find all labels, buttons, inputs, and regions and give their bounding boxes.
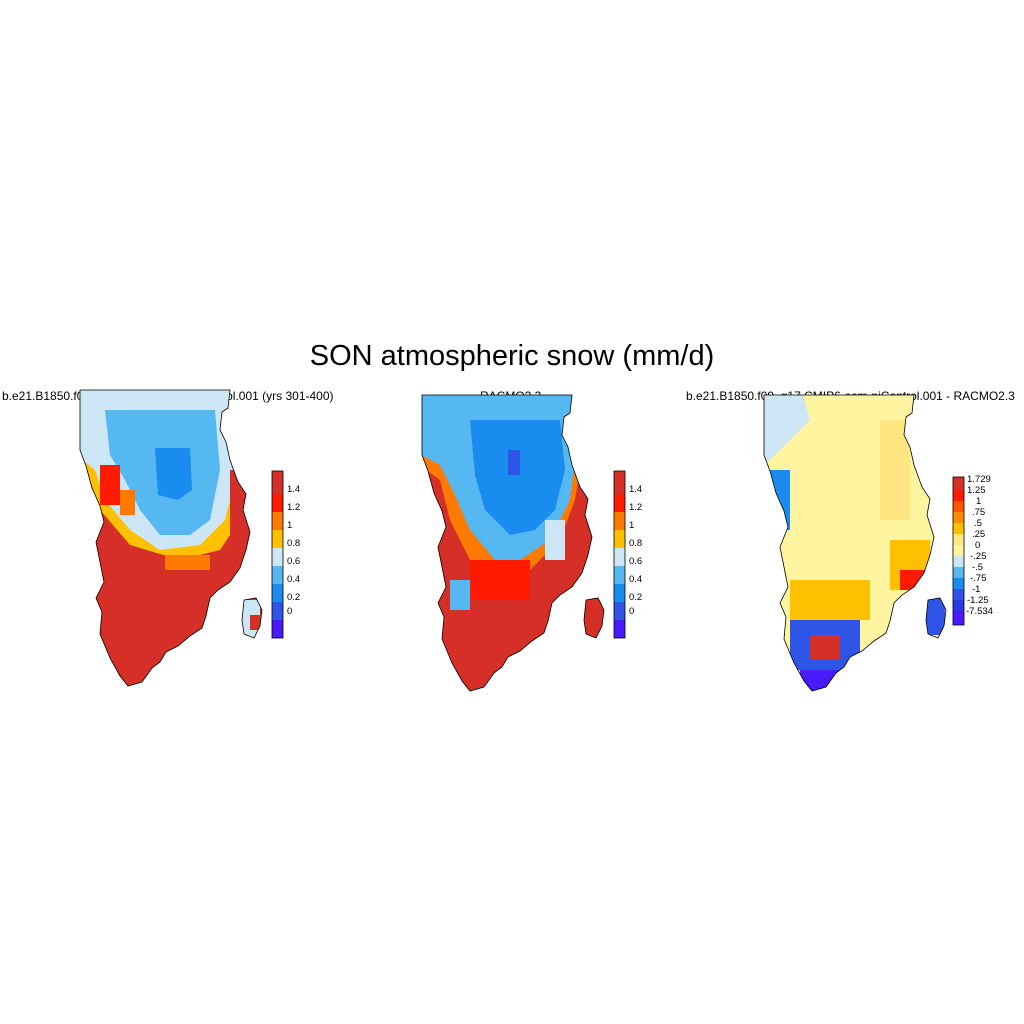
field-east-red: [230, 470, 255, 570]
field-island-red: [250, 615, 260, 630]
colorbar-swatch: [953, 490, 964, 501]
colorbar-swatch: [614, 602, 625, 620]
colorbar-label: 1.729: [967, 474, 991, 485]
colorbar-swatch: [614, 471, 625, 494]
colorbar-swatch: [272, 548, 283, 566]
colorbar-swatch: [953, 545, 964, 556]
colorbar-label: -.5: [972, 562, 983, 573]
colorbar-swatch: [953, 534, 964, 545]
field-south-red: [470, 560, 530, 600]
colorbar-label: 1: [976, 496, 981, 507]
colorbar-label: 0.8: [629, 538, 642, 549]
field-south-orange: [790, 580, 870, 620]
panel-1-field: [80, 390, 262, 686]
field-core: [508, 450, 520, 475]
colorbar-label: 0.2: [629, 592, 642, 603]
panel-3-field: [764, 395, 946, 691]
colorbar-swatch: [272, 512, 283, 530]
colorbar-swatch: [614, 620, 625, 638]
field-sw-blue: [450, 580, 470, 610]
colorbar-swatch: [614, 584, 625, 602]
field-west-red: [100, 465, 120, 505]
colorbar-label: 0.6: [287, 556, 300, 567]
colorbar-label: 1: [287, 520, 292, 531]
panel-3-map: [763, 394, 947, 692]
field-island-red: [580, 595, 600, 635]
field-se-red: [900, 570, 930, 590]
panel-2-colorbar: 1.4 1.2 1 0.8 0.6 0.4 0.2 0: [613, 470, 642, 639]
colorbar-swatch: [272, 584, 283, 602]
colorbar-label: 0.4: [629, 574, 642, 585]
colorbar-label: 0: [287, 606, 292, 617]
colorbar-label: 0.2: [287, 592, 300, 603]
colorbar-frame: [271, 470, 284, 639]
colorbar-label: 1.2: [287, 502, 300, 513]
colorbar-label: -.25: [970, 551, 986, 562]
colorbar-label: 0.6: [629, 556, 642, 567]
colorbar-label: 0: [629, 606, 634, 617]
colorbar-frame: [952, 476, 965, 626]
colorbar-label: -.75: [970, 573, 986, 584]
colorbar-swatch: [614, 548, 625, 566]
colorbar-swatch: [614, 494, 625, 512]
panel-2-map: [421, 394, 605, 692]
panel-1-colorbar: 1.4 1.2 1 0.8 0.6 0.4 0.2 0: [271, 470, 300, 639]
colorbar-swatch: [272, 471, 283, 494]
colorbar-label: 1.25: [967, 485, 986, 496]
colorbar-swatch: [272, 494, 283, 512]
field-east-light: [545, 520, 565, 560]
colorbar-swatch: [272, 620, 283, 638]
field-darkblue-core: [155, 448, 192, 500]
colorbar-swatch: [614, 530, 625, 548]
colorbar-swatch: [614, 566, 625, 584]
colorbar-swatch: [953, 578, 964, 589]
field-west-orange: [120, 490, 135, 515]
colorbar-label: 0.8: [287, 538, 300, 549]
colorbar-swatch: [953, 600, 964, 611]
colorbar-label: .75: [972, 507, 985, 518]
colorbar-swatch: [953, 567, 964, 578]
colorbar-swatch: [953, 611, 964, 625]
panel-3-colorbar: 1.729 1.25 1 .75 .5 .25 0 -.25 -.5 -.75 …: [952, 474, 993, 626]
colorbar-swatch: [953, 556, 964, 567]
figure-title: SON atmospheric snow (mm/d): [309, 340, 715, 372]
field-darkblue-region: [470, 420, 565, 535]
colorbar-label: 1: [629, 520, 634, 531]
colorbar-swatch: [272, 566, 283, 584]
colorbar-swatch: [272, 602, 283, 620]
field-nw-lightblue: [764, 395, 810, 470]
colorbar-label: -7.534: [966, 606, 993, 617]
colorbar-label: 1.4: [287, 484, 300, 495]
panel-2-field: [422, 395, 604, 691]
colorbar-label: 1.2: [629, 502, 642, 513]
colorbar-swatch: [953, 512, 964, 523]
colorbar-swatch: [953, 523, 964, 534]
colorbar-label: 0: [975, 540, 980, 551]
field-east-orange: [165, 555, 210, 570]
colorbar-swatch: [953, 477, 964, 490]
field-east-yellow: [880, 420, 910, 520]
colorbar-label: .5: [974, 518, 982, 529]
colorbar-swatch: [272, 530, 283, 548]
field-south-red: [810, 635, 840, 660]
field-tip-blue: [800, 670, 840, 691]
field-island-blue: [925, 595, 945, 635]
colorbar-frame: [613, 470, 626, 639]
colorbar-label: 0.4: [287, 574, 300, 585]
colorbar-swatch: [614, 512, 625, 530]
colorbar-label: .25: [972, 529, 985, 540]
field-west-blue: [764, 470, 790, 530]
colorbar-label: -1.25: [967, 595, 989, 606]
colorbar-label: 1.4: [629, 484, 642, 495]
colorbar-swatch: [953, 501, 964, 512]
colorbar-label: -1: [972, 584, 980, 595]
colorbar-swatch: [953, 589, 964, 600]
panel-1-map: [79, 389, 263, 687]
